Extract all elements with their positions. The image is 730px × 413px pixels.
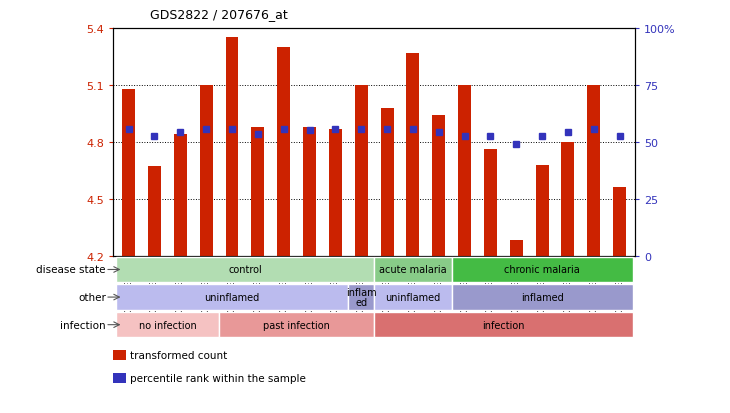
Bar: [148, 167, 161, 256]
Text: acute malaria: acute malaria: [379, 265, 447, 275]
Bar: [277, 48, 290, 256]
Bar: [484, 150, 497, 256]
Text: percentile rank within the sample: percentile rank within the sample: [130, 373, 306, 383]
Bar: [329, 129, 342, 256]
Bar: [116, 257, 374, 282]
Bar: [355, 86, 368, 256]
Bar: [174, 135, 187, 256]
Text: inflam
ed: inflam ed: [346, 287, 377, 308]
Bar: [452, 285, 632, 310]
Bar: [613, 188, 626, 256]
Bar: [407, 54, 419, 256]
Bar: [458, 86, 471, 256]
Bar: [251, 127, 264, 256]
Text: GDS2822 / 207676_at: GDS2822 / 207676_at: [150, 8, 288, 21]
Bar: [200, 86, 212, 256]
Text: no infection: no infection: [139, 320, 196, 330]
Bar: [374, 312, 632, 337]
Bar: [536, 165, 548, 256]
Bar: [588, 86, 600, 256]
Text: infection: infection: [482, 320, 525, 330]
Text: past infection: past infection: [264, 320, 330, 330]
Text: disease state: disease state: [36, 265, 106, 275]
Bar: [116, 285, 348, 310]
Text: uninflamed: uninflamed: [385, 292, 440, 302]
Text: other: other: [78, 292, 106, 302]
Bar: [432, 116, 445, 256]
Bar: [561, 142, 575, 256]
Text: control: control: [228, 265, 262, 275]
Bar: [116, 312, 219, 337]
Text: infection: infection: [60, 320, 106, 330]
Bar: [303, 127, 316, 256]
Text: chronic malaria: chronic malaria: [504, 265, 580, 275]
Text: uninflamed: uninflamed: [204, 292, 260, 302]
Bar: [374, 257, 452, 282]
Bar: [380, 108, 393, 256]
Text: transformed count: transformed count: [130, 350, 227, 360]
Bar: [510, 241, 523, 256]
Bar: [452, 257, 632, 282]
Bar: [374, 285, 452, 310]
Bar: [122, 90, 135, 256]
Bar: [219, 312, 374, 337]
Bar: [348, 285, 374, 310]
Text: inflamed: inflamed: [520, 292, 564, 302]
Bar: [226, 38, 239, 256]
